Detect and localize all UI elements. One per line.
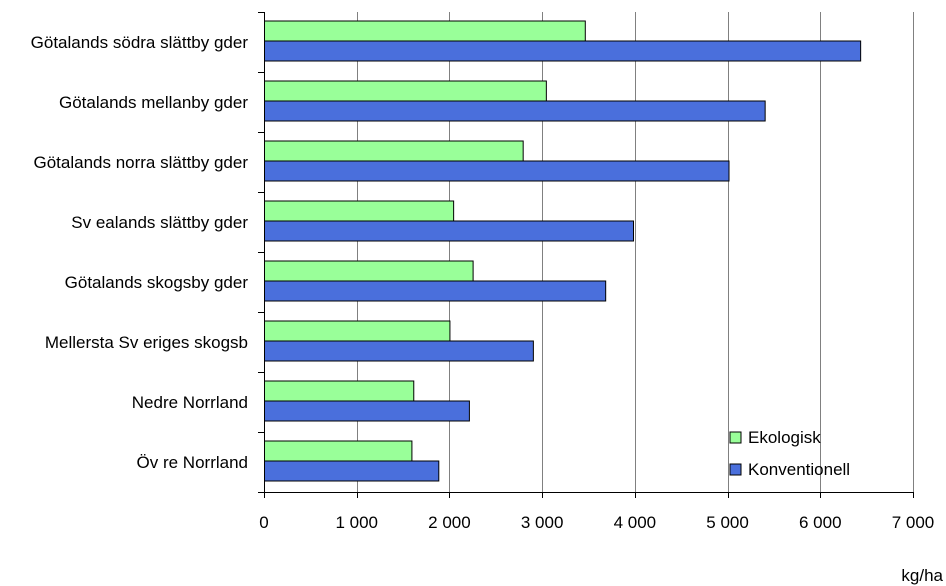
bar-ekologisk [264,440,413,462]
category-label: Götalands norra slättby gder [33,153,248,172]
x-tick-label: 6 000 [799,513,842,532]
category-label: Götalands skogsby gder [65,273,249,292]
category-label: Mellersta Sv eriges skogsb [45,333,248,352]
category-labels: Götalands södra slättby gder Götalands me… [31,33,249,472]
bar-ekologisk [264,140,524,162]
x-tick-label: 4 000 [614,513,657,532]
category-label: Sv ealands slättby gder [71,213,248,232]
bar-ekologisk [264,200,455,222]
legend-label: Konventionell [748,460,850,479]
category-label: Nedre Norrland [132,393,248,412]
bar-ekologisk [264,80,547,102]
legend-swatch [729,431,742,444]
x-tick-labels: 0 1 000 2 000 3 000 4 000 5 000 6 000 7 000 [259,513,934,532]
legend-swatch [729,463,742,476]
bar-konventionell [264,160,730,182]
x-tick-label: 0 [259,513,268,532]
x-tick-label: 3 000 [521,513,564,532]
legend: Ekologisk Konventionell [729,428,850,479]
bar-konventionell [264,340,534,362]
bar-ekologisk [264,380,415,402]
legend-label: Ekologisk [748,428,821,447]
bar-konventionell [264,400,470,422]
category-label: Götalands mellanby gder [59,93,248,112]
x-tick-label: 7 000 [892,513,935,532]
bar-konventionell [264,220,635,242]
bar-konventionell [264,280,607,302]
bars [264,20,862,482]
bar-konventionell [264,460,440,482]
axes [258,12,914,498]
unit-label: kg/ha [901,566,943,585]
x-tick-label: 1 000 [335,513,378,532]
category-label: Öv re Norrland [137,453,248,472]
bar-ekologisk [264,260,474,282]
category-label: Götalands södra slättby gder [31,33,249,52]
bar-ekologisk [264,320,451,342]
x-tick-label: 2 000 [428,513,471,532]
bar-ekologisk [264,20,586,42]
bar-konventionell [264,100,766,122]
x-tick-label: 5 000 [706,513,749,532]
bar-konventionell [264,40,862,62]
